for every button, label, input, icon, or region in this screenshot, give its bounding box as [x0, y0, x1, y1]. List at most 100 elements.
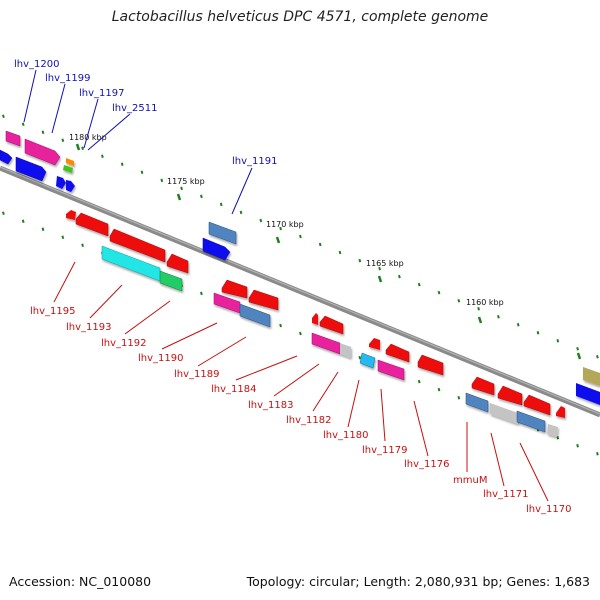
gene-steel[interactable]	[239, 303, 271, 328]
gene-red-small[interactable]	[556, 406, 565, 418]
leader-line	[53, 261, 76, 303]
map-title: Lactobacillus helveticus DPC 4571, compl…	[111, 9, 489, 25]
leader-line	[347, 379, 360, 428]
minor-tick	[596, 452, 599, 456]
minor-tick	[120, 162, 124, 167]
leader-line	[161, 322, 218, 350]
gene-blue[interactable]	[202, 237, 231, 261]
minor-tick	[21, 219, 25, 223]
leader-line	[312, 371, 339, 412]
minor-tick	[477, 306, 480, 311]
genes-upper-strand	[0, 130, 600, 405]
tick-1170	[275, 236, 281, 244]
gene-olive[interactable]	[583, 367, 600, 386]
tick-label: 1180 kbp	[69, 133, 107, 142]
gene-magenta[interactable]	[311, 332, 341, 355]
gene-red-small[interactable]	[312, 313, 318, 325]
gene-label-lhv-1199: lhv_1199	[45, 73, 90, 84]
minor-tick	[61, 235, 65, 240]
gene-grey[interactable]	[547, 424, 558, 437]
minor-tick	[457, 395, 461, 400]
tick-label: 1175 kbp	[167, 177, 205, 186]
gene-blue-small[interactable]	[56, 176, 66, 189]
tick-1180	[75, 143, 81, 151]
gene-grey[interactable]	[490, 403, 518, 424]
gene-label-lhv-1171: lhv_1171	[483, 489, 528, 500]
leader-line	[197, 336, 247, 367]
leader-line	[490, 432, 505, 487]
gene-lime[interactable]	[63, 165, 73, 173]
gene-label-lhv-1200: lhv_1200	[14, 59, 59, 70]
gene-red[interactable]	[248, 289, 279, 311]
gene-label-lhv-1197: lhv_1197	[79, 88, 124, 99]
gene-red[interactable]	[417, 354, 444, 376]
gene-magenta[interactable]	[24, 138, 61, 166]
minor-tick	[516, 322, 520, 327]
minor-tick	[81, 243, 84, 248]
minor-tick	[81, 146, 84, 151]
gene-red[interactable]	[497, 385, 523, 406]
gene-magenta[interactable]	[5, 130, 21, 147]
gene-magenta[interactable]	[377, 359, 405, 381]
minor-tick	[299, 234, 302, 239]
gene-sky[interactable]	[359, 352, 376, 369]
minor-tick	[457, 298, 461, 303]
minor-tick	[41, 227, 45, 232]
leader-line	[235, 355, 298, 381]
gene-blue-small[interactable]	[66, 180, 75, 192]
upper-tick-dots	[2, 114, 599, 359]
gene-magenta[interactable]	[213, 292, 241, 314]
gene-grey[interactable]	[340, 343, 351, 358]
minor-tick	[358, 355, 362, 360]
gene-steel[interactable]	[516, 410, 546, 433]
gene-blue[interactable]	[15, 156, 47, 182]
gene-blue[interactable]	[0, 149, 13, 165]
gene-red-small[interactable]	[369, 338, 380, 350]
gene-blue[interactable]	[576, 383, 600, 405]
leader-line	[124, 300, 171, 335]
gene-red[interactable]	[221, 279, 248, 299]
leader-line	[231, 167, 253, 215]
backbone-highlight	[0, 166, 600, 415]
tick-label: 1160 kbp	[466, 298, 504, 307]
gene-red[interactable]	[523, 394, 551, 416]
gene-label-lhv-1192: lhv_1192	[101, 338, 146, 349]
gene-red[interactable]	[385, 343, 410, 363]
minor-tick	[140, 170, 144, 175]
gene-orange[interactable]	[66, 158, 74, 166]
minor-tick	[417, 379, 421, 384]
minor-tick	[338, 250, 342, 255]
gene-steel[interactable]	[208, 221, 237, 245]
minor-tick	[219, 202, 223, 207]
minor-tick	[160, 178, 164, 183]
gene-red[interactable]	[319, 315, 344, 335]
minor-tick	[318, 242, 322, 247]
gene-red-small[interactable]	[66, 210, 76, 220]
tick-1160	[477, 316, 483, 324]
gene-green[interactable]	[159, 270, 183, 292]
minor-tick	[61, 138, 65, 143]
gene-label-mmum: mmuM	[453, 475, 487, 486]
upper-leader-lines	[23, 69, 253, 215]
gene-red[interactable]	[75, 212, 109, 237]
genes-lower-strand	[66, 210, 565, 437]
topology-text: Topology: circular; Length: 2,080,931 bp…	[246, 574, 590, 589]
gene-red[interactable]	[109, 228, 166, 263]
gene-label-lhv-1179: lhv_1179	[362, 445, 407, 456]
leader-line	[380, 388, 386, 442]
minor-tick	[437, 290, 441, 295]
leader-line	[89, 284, 123, 319]
leader-line	[23, 69, 37, 123]
gene-label-lhv-1170: lhv_1170	[526, 504, 571, 515]
gene-red[interactable]	[166, 253, 189, 274]
tick-1175	[176, 193, 182, 201]
lower-leader-lines	[53, 261, 549, 502]
gene-red[interactable]	[471, 376, 495, 396]
gene-label-lhv-1184: lhv_1184	[211, 384, 256, 395]
gene-steel[interactable]	[465, 392, 489, 413]
minor-tick	[576, 347, 579, 351]
major-ticks	[75, 143, 582, 360]
tick-1165	[377, 275, 383, 283]
gene-label-lhv-1193: lhv_1193	[66, 322, 111, 333]
